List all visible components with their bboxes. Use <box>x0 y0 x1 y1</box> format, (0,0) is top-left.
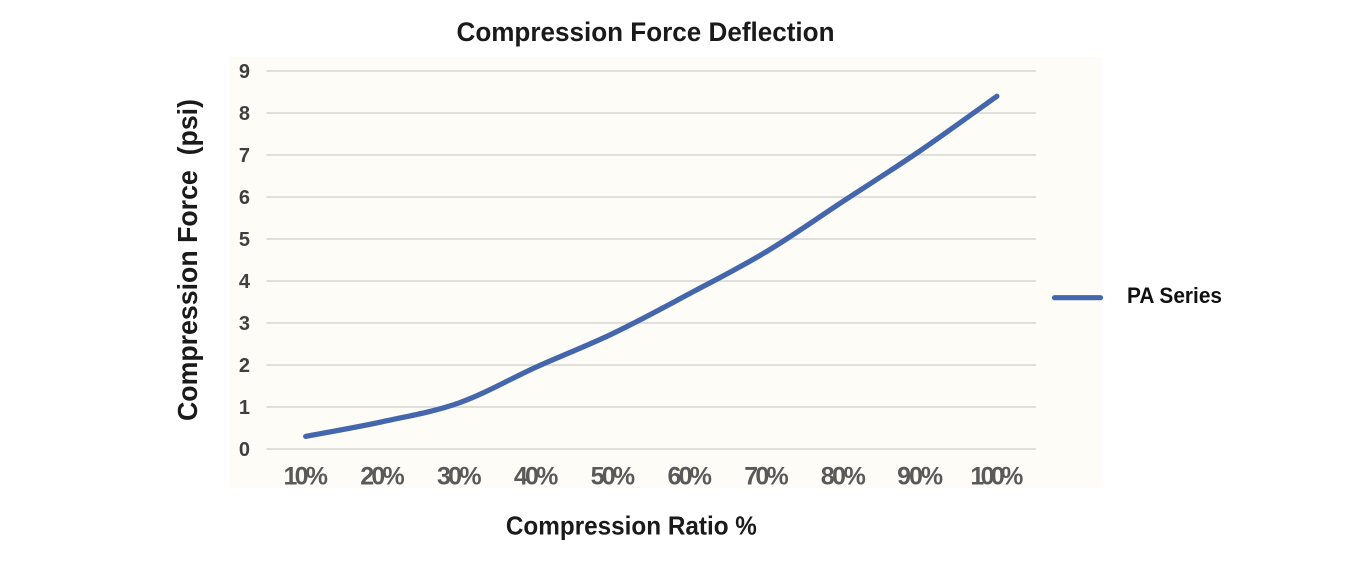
svg-text:Compression Ratio %: Compression Ratio % <box>506 510 757 540</box>
svg-text:5: 5 <box>239 229 250 251</box>
svg-text:3: 3 <box>239 313 250 335</box>
svg-text:2: 2 <box>239 355 250 377</box>
svg-text:0: 0 <box>239 439 250 461</box>
svg-text:Compression Force Deflection: Compression Force Deflection <box>457 17 835 47</box>
svg-text:50%: 50% <box>591 463 636 491</box>
svg-text:4: 4 <box>239 271 251 293</box>
svg-text:9: 9 <box>239 61 250 83</box>
svg-text:60%: 60% <box>667 463 712 491</box>
svg-text:40%: 40% <box>514 463 559 491</box>
svg-text:8: 8 <box>239 103 250 125</box>
svg-text:70%: 70% <box>744 463 789 491</box>
svg-text:PA Series: PA Series <box>1127 283 1222 308</box>
svg-text:10%: 10% <box>283 463 328 491</box>
svg-text:6: 6 <box>239 187 250 209</box>
svg-text:90%: 90% <box>897 463 943 491</box>
svg-text:30%: 30% <box>437 463 482 491</box>
svg-text:7: 7 <box>239 145 250 167</box>
svg-text:1: 1 <box>239 397 250 419</box>
svg-text:100%: 100% <box>970 463 1023 491</box>
svg-text:Compression Force (psi): Compression Force (psi) <box>172 99 203 421</box>
svg-text:80%: 80% <box>821 463 866 491</box>
svg-text:20%: 20% <box>360 463 405 491</box>
